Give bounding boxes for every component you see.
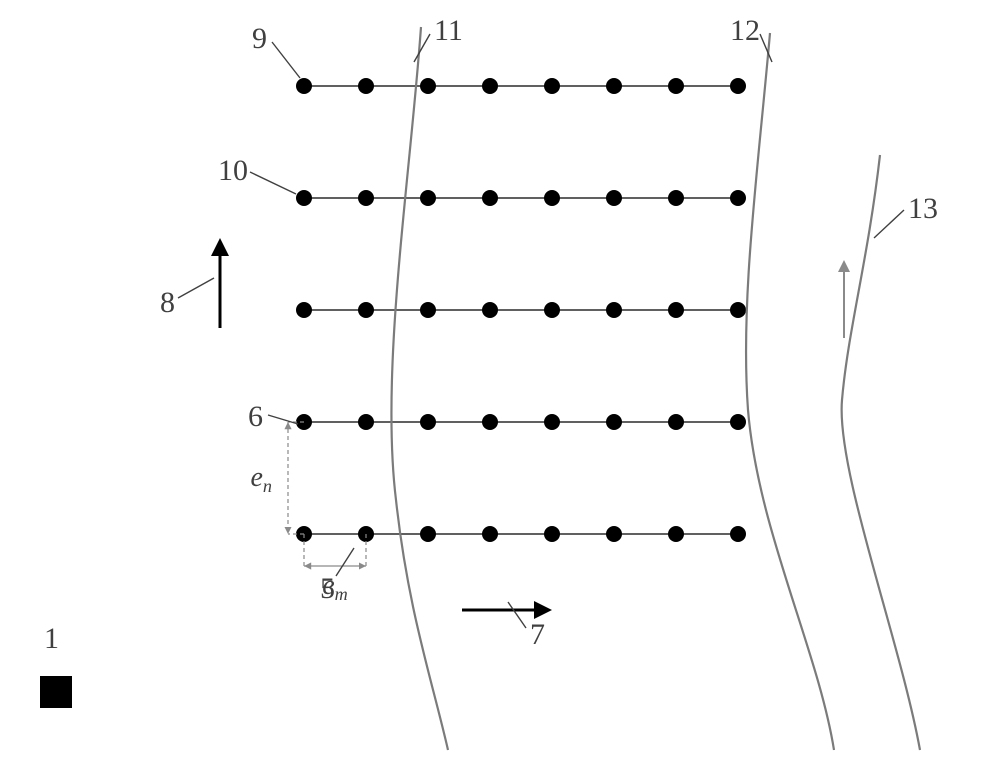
grid-dot bbox=[544, 78, 560, 94]
grid-dot bbox=[544, 414, 560, 430]
grid-dot bbox=[296, 302, 312, 318]
grid-dot bbox=[358, 414, 374, 430]
grid-dot bbox=[668, 526, 684, 542]
grid-dot bbox=[482, 78, 498, 94]
grid-dot bbox=[296, 78, 312, 94]
grid-dot bbox=[668, 302, 684, 318]
grid-dot bbox=[606, 78, 622, 94]
label-L7: 7 bbox=[530, 618, 545, 651]
label-L11: 11 bbox=[434, 14, 463, 47]
grid-dot bbox=[668, 78, 684, 94]
grid-dot bbox=[668, 190, 684, 206]
grid-dot bbox=[606, 190, 622, 206]
diagram-canvas: emen15678910111213 bbox=[0, 0, 1000, 770]
label-L5: 5 bbox=[320, 572, 335, 605]
background bbox=[0, 0, 1000, 770]
grid-dot bbox=[358, 190, 374, 206]
grid-dot bbox=[482, 414, 498, 430]
grid-dot bbox=[420, 302, 436, 318]
label-L6: 6 bbox=[248, 400, 263, 433]
grid-dot bbox=[544, 526, 560, 542]
grid-dot bbox=[358, 302, 374, 318]
grid-dot bbox=[544, 302, 560, 318]
label-L1: 1 bbox=[44, 622, 59, 655]
grid-dot bbox=[482, 526, 498, 542]
grid-dot bbox=[730, 78, 746, 94]
square-1 bbox=[40, 676, 72, 708]
grid-dot bbox=[544, 190, 560, 206]
grid-dot bbox=[606, 526, 622, 542]
grid-dot bbox=[730, 190, 746, 206]
grid-dot bbox=[420, 190, 436, 206]
grid-dot bbox=[482, 302, 498, 318]
grid-dot bbox=[420, 526, 436, 542]
label-L12: 12 bbox=[730, 14, 760, 47]
grid-dot bbox=[358, 78, 374, 94]
grid-dot bbox=[420, 78, 436, 94]
grid-dot bbox=[420, 414, 436, 430]
grid-dot bbox=[296, 190, 312, 206]
grid-dot bbox=[730, 526, 746, 542]
label-L8: 8 bbox=[160, 286, 175, 319]
label-L9: 9 bbox=[252, 22, 267, 55]
label-L10: 10 bbox=[218, 154, 248, 187]
label-L13: 13 bbox=[908, 192, 938, 225]
grid-dot bbox=[606, 302, 622, 318]
grid-dot bbox=[668, 414, 684, 430]
grid-dot bbox=[730, 302, 746, 318]
grid-dot bbox=[730, 414, 746, 430]
grid-dot bbox=[482, 190, 498, 206]
grid-dot bbox=[606, 414, 622, 430]
